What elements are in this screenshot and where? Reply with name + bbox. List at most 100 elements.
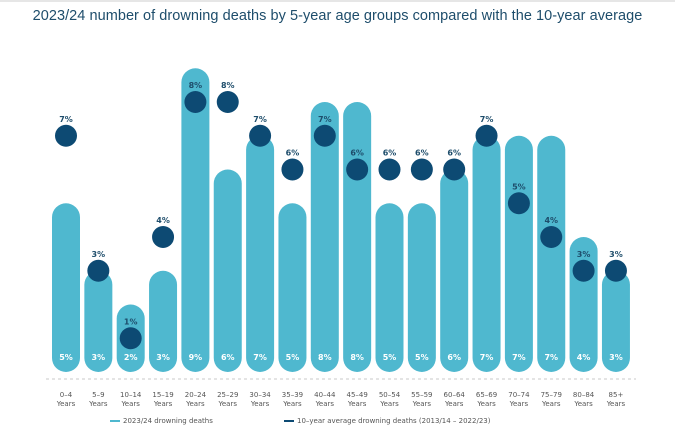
x-tick-label-unit: Years (88, 400, 108, 408)
age-group-17: 3% 3% 85+Years (601, 250, 630, 408)
bar (310, 102, 339, 372)
bar (52, 203, 80, 372)
bar (149, 270, 178, 372)
bar-value-label: 8% (350, 353, 364, 362)
bar-value-label: 7% (253, 353, 267, 362)
x-tick-label-unit: Years (412, 400, 432, 408)
x-tick-label-unit: Years (347, 400, 367, 408)
average-value-label: 6% (350, 149, 364, 158)
bar (278, 203, 307, 372)
bar (472, 135, 501, 372)
average-value-label: 3% (92, 250, 106, 259)
legend-swatch-average (284, 420, 294, 422)
average-value-label: 1% (124, 317, 138, 326)
average-dot (410, 158, 433, 181)
bar-value-label: 3% (92, 353, 106, 362)
average-value-label: 6% (415, 149, 429, 158)
x-tick-label-unit: Years (218, 400, 238, 408)
average-dot (572, 259, 595, 282)
bar-value-label: 5% (383, 353, 397, 362)
average-dot (87, 259, 110, 282)
bar-value-label: 2% (124, 353, 138, 362)
x-tick-label-unit: Years (541, 400, 561, 408)
average-value-label: 7% (318, 115, 332, 124)
bar-value-label: 7% (544, 353, 558, 362)
average-dot (604, 259, 627, 282)
bar-value-label: 8% (318, 353, 332, 362)
average-dot (119, 327, 142, 350)
x-tick-label-range: 75–79 (541, 391, 562, 399)
x-tick-label-range: 65–69 (476, 391, 497, 399)
bar (213, 169, 242, 372)
x-tick-label-range: 15–19 (152, 391, 173, 399)
bar-value-label: 3% (156, 353, 170, 362)
x-tick-label-unit: Years (282, 400, 302, 408)
bar-value-label: 6% (447, 353, 461, 362)
average-dot (152, 226, 175, 248)
average-dot (346, 158, 369, 181)
average-value-label: 7% (59, 115, 73, 124)
x-tick-label-unit: Years (153, 400, 173, 408)
bar-value-label: 7% (480, 353, 494, 362)
average-dot (216, 91, 239, 113)
bar (84, 270, 113, 372)
average-dot (540, 226, 563, 248)
average-dot (313, 124, 336, 147)
x-tick-label-range: 80–84 (573, 391, 595, 399)
average-dot (443, 158, 466, 181)
legend-label-current: 2023/24 drowning deaths (123, 417, 213, 425)
average-dot (475, 124, 498, 147)
average-value-label: 7% (253, 115, 267, 124)
average-value-label: 6% (447, 149, 461, 158)
average-value-label: 4% (156, 216, 170, 225)
legend-swatch-current (110, 420, 120, 422)
x-tick-label-range: 70–74 (508, 391, 530, 399)
bar (181, 68, 210, 372)
average-value-label: 6% (383, 149, 397, 158)
average-dot (55, 124, 77, 147)
bar-value-label: 9% (189, 353, 203, 362)
legend-item-average: 10–year average drowning deaths (2013/14… (284, 417, 490, 425)
legend-label-average: 10–year average drowning deaths (2013/14… (297, 417, 491, 425)
x-tick-label-unit: Years (315, 400, 335, 408)
bar (343, 102, 372, 372)
bar (504, 135, 533, 372)
average-value-label: 3% (577, 250, 591, 259)
bar-value-label: 5% (286, 353, 300, 362)
average-value-label: 8% (189, 81, 203, 90)
x-tick-label-range: 45–49 (346, 391, 367, 399)
bar-value-label: 3% (609, 353, 623, 362)
chart-title: 2023/24 number of drowning deaths by 5-y… (32, 8, 643, 24)
average-dot (507, 192, 530, 215)
x-tick-label-range: 35–39 (282, 391, 303, 399)
x-tick-label-range: 25–29 (217, 391, 238, 399)
x-tick-label-range: 60–64 (444, 391, 466, 399)
x-tick-label-range: 5–9 (92, 391, 104, 399)
average-value-label: 8% (221, 81, 235, 90)
x-tick-label-range: 30–34 (249, 391, 271, 399)
x-tick-label-unit: Years (120, 400, 140, 408)
bar (246, 135, 275, 372)
x-tick-label-unit: Years (606, 400, 626, 408)
bar (375, 203, 404, 372)
x-tick-label-range: 40–44 (314, 391, 336, 399)
average-value-label: 5% (512, 182, 526, 191)
x-tick-label-unit: Years (573, 400, 593, 408)
bar-value-label: 5% (415, 353, 429, 362)
x-tick-label-unit: Years (509, 400, 529, 408)
x-tick-label-range: 10–14 (120, 391, 142, 399)
